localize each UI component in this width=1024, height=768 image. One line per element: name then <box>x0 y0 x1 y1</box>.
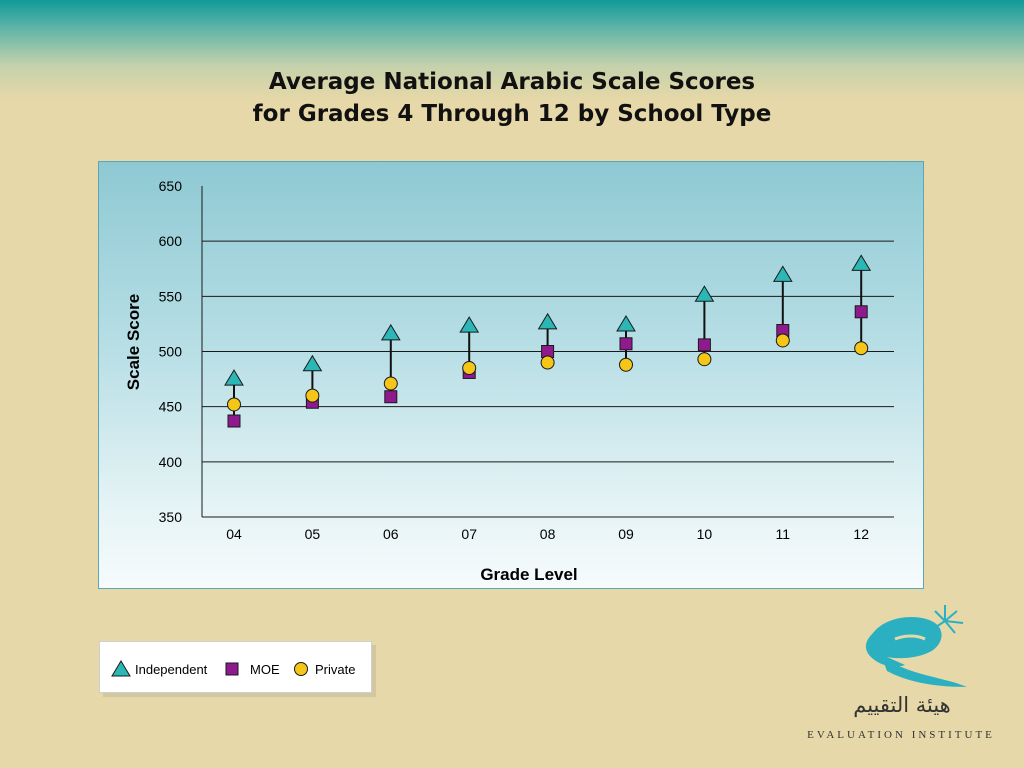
point-moe <box>227 414 241 428</box>
y-tick-label: 650 <box>159 178 183 194</box>
point-moe <box>697 338 711 352</box>
point-independent <box>694 285 715 302</box>
point-independent <box>302 354 323 372</box>
evaluation-institute-logo-icon <box>865 605 967 687</box>
x-tick-label: 10 <box>697 526 713 542</box>
legend-label-private: Private <box>315 661 356 677</box>
legend-item-independent: Independent <box>111 660 207 678</box>
legend-item-private: Private <box>293 660 355 678</box>
x-tick-label: 09 <box>618 526 634 542</box>
y-tick-label: 400 <box>159 454 183 470</box>
point-private <box>383 376 398 391</box>
logo-english-text: EVALUATION INSTITUTE <box>807 729 995 741</box>
title-line-1: Average National Arabic Scale Scores <box>268 69 756 95</box>
x-tick-label: 08 <box>540 526 556 542</box>
point-moe <box>619 337 633 351</box>
point-private <box>305 388 320 403</box>
square-marker-icon <box>225 662 239 676</box>
point-independent <box>772 265 793 282</box>
x-tick-label: 07 <box>461 526 477 542</box>
point-independent <box>224 369 244 386</box>
point-moe <box>384 390 398 404</box>
y-tick-label: 350 <box>159 509 183 525</box>
point-independent <box>380 323 401 341</box>
triangle-marker-icon <box>111 660 131 677</box>
point-private <box>697 352 712 367</box>
y-tick-label: 550 <box>159 288 183 304</box>
y-tick-label: 600 <box>159 233 183 249</box>
circle-marker-icon <box>294 662 308 676</box>
legend-label-moe: MOE <box>250 661 280 677</box>
y-tick-label: 500 <box>159 344 183 360</box>
x-tick-label: 12 <box>853 526 869 542</box>
point-independent <box>851 254 872 271</box>
point-private <box>540 355 555 370</box>
x-axis-title: Grade Level <box>480 565 577 584</box>
point-moe <box>854 305 868 319</box>
y-axis-title: Scale Score <box>124 294 143 390</box>
legend-item-moe: MOE <box>224 660 280 678</box>
y-tick-label: 450 <box>159 399 183 415</box>
chart-title: Average National Arabic Scale Scores for… <box>0 66 1024 130</box>
legend-label-independent: Independent <box>135 661 208 677</box>
scatter-chart: 350 400 450 500 550 600 650 04 05 06 07 08 09 10 11 12 G… <box>124 178 894 584</box>
point-independent <box>459 316 480 333</box>
point-private <box>854 341 869 356</box>
chart-legend: Independent MOE Private <box>99 641 372 693</box>
point-private <box>775 333 790 348</box>
point-independent <box>616 315 636 332</box>
point-private <box>619 357 633 372</box>
x-tick-label: 04 <box>226 526 242 542</box>
point-independent <box>537 312 558 330</box>
point-private <box>462 361 477 376</box>
x-tick-label: 05 <box>305 526 321 542</box>
title-line-2: for Grades 4 Through 12 by School Type <box>252 101 772 127</box>
chart-panel: 350 400 450 500 550 600 650 04 05 06 07 08 09 10 11 12 G… <box>98 161 924 589</box>
x-tick-label: 11 <box>776 526 791 542</box>
logo-arabic-text: هيئة التقييم <box>853 693 951 717</box>
point-private <box>227 397 241 412</box>
x-tick-label: 06 <box>383 526 399 542</box>
